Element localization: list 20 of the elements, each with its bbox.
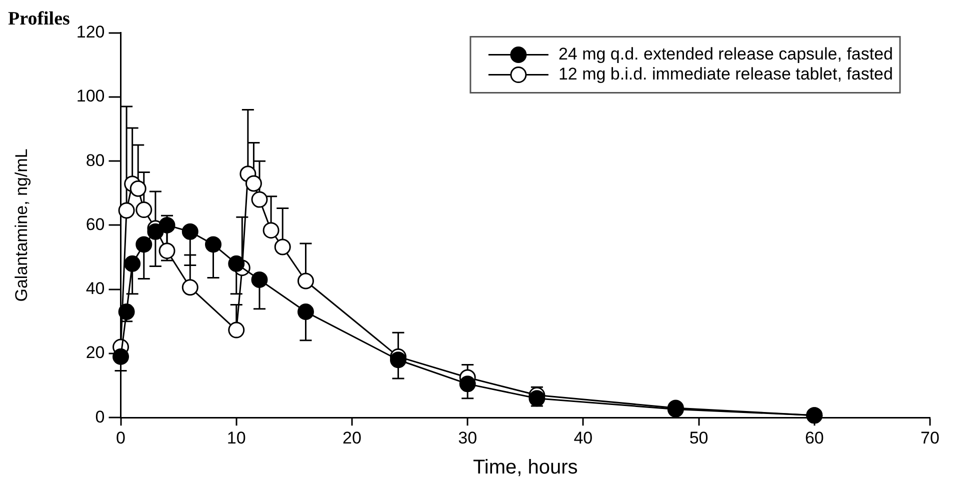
chart-title: Profiles — [8, 8, 70, 30]
y-tick-label: 80 — [86, 150, 105, 170]
y-tick-label: 100 — [76, 86, 105, 106]
y-tick-label: 20 — [86, 343, 105, 362]
x-tick-label: 50 — [689, 428, 708, 448]
x-tick-label: 0 — [116, 428, 126, 448]
y-tick-label: 40 — [86, 279, 105, 298]
x-axis-title: Time, hours — [472, 456, 578, 479]
x-tick-label: 10 — [226, 428, 246, 448]
y-tick-label: 60 — [86, 214, 105, 234]
y-tick-label: 0 — [95, 407, 105, 426]
x-tick-label: 40 — [574, 428, 593, 448]
y-axis-title: Galantamine, ng/mL — [12, 148, 31, 302]
x-tick-label: 30 — [458, 428, 478, 448]
x-tick-label: 60 — [804, 428, 824, 448]
y-tick-label: 120 — [76, 22, 105, 42]
legend-label: 24 mg q.d. extended release capsule, fasted — [558, 44, 894, 64]
x-tick-label: 20 — [342, 428, 362, 448]
legend-label: 12 mg b.i.d. immediate release tablet, fasted — [558, 64, 893, 84]
x-tick-label: 70 — [920, 428, 940, 448]
